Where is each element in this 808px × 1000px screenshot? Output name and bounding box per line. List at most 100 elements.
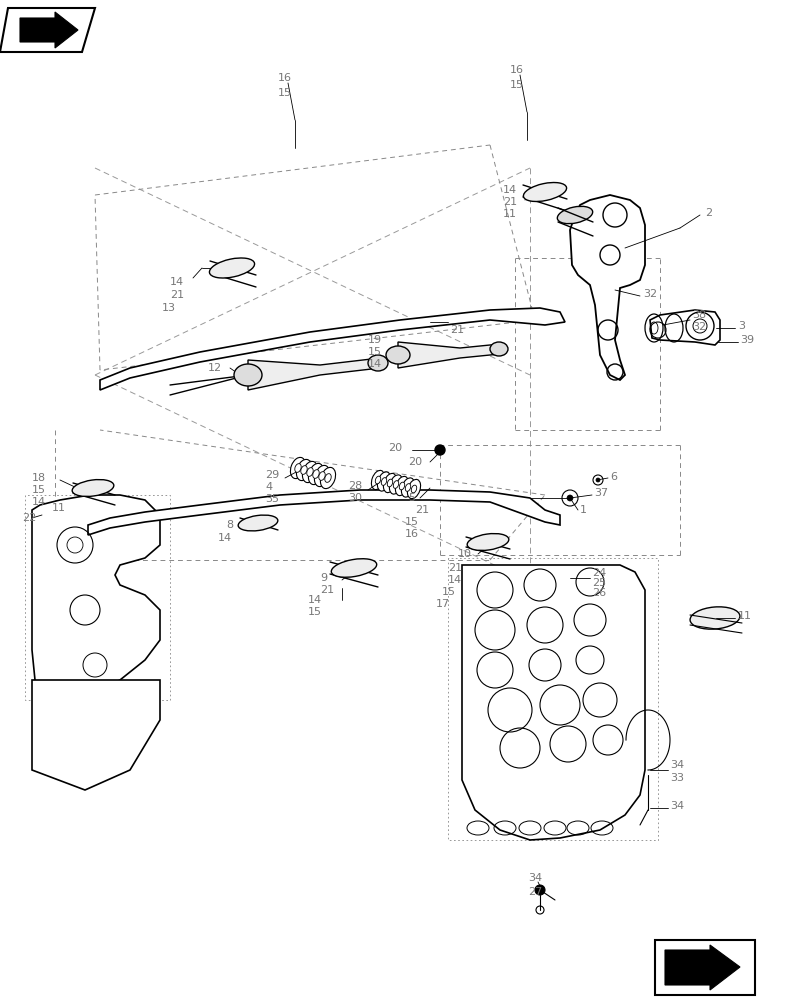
Text: 8: 8 bbox=[226, 520, 234, 530]
Circle shape bbox=[567, 495, 573, 501]
Ellipse shape bbox=[372, 470, 385, 490]
Ellipse shape bbox=[377, 472, 390, 491]
Ellipse shape bbox=[387, 479, 393, 487]
Polygon shape bbox=[0, 8, 95, 52]
Text: 21: 21 bbox=[503, 197, 517, 207]
Text: 21: 21 bbox=[320, 585, 335, 595]
Text: 6: 6 bbox=[610, 472, 617, 482]
Ellipse shape bbox=[209, 258, 255, 278]
Text: 11: 11 bbox=[738, 611, 752, 621]
Ellipse shape bbox=[558, 206, 593, 224]
Text: 14: 14 bbox=[32, 497, 46, 507]
Ellipse shape bbox=[301, 466, 307, 474]
Ellipse shape bbox=[389, 475, 402, 494]
Ellipse shape bbox=[411, 485, 417, 493]
Text: 14: 14 bbox=[448, 575, 462, 585]
Text: 3: 3 bbox=[738, 321, 745, 331]
Ellipse shape bbox=[297, 459, 312, 481]
Polygon shape bbox=[570, 195, 645, 380]
Ellipse shape bbox=[307, 468, 314, 476]
Polygon shape bbox=[32, 495, 160, 700]
Text: 19: 19 bbox=[368, 335, 382, 345]
Polygon shape bbox=[248, 358, 380, 390]
Text: 5: 5 bbox=[408, 493, 415, 503]
Text: 17: 17 bbox=[436, 599, 450, 609]
Text: 30: 30 bbox=[348, 493, 362, 503]
Circle shape bbox=[596, 478, 600, 482]
Text: 4: 4 bbox=[265, 482, 272, 492]
Text: 9: 9 bbox=[320, 573, 327, 583]
Polygon shape bbox=[462, 565, 645, 840]
Ellipse shape bbox=[524, 183, 566, 201]
Text: 24: 24 bbox=[592, 568, 606, 578]
Ellipse shape bbox=[375, 476, 381, 484]
Text: 18: 18 bbox=[32, 473, 46, 483]
Polygon shape bbox=[100, 308, 565, 390]
Text: 34: 34 bbox=[670, 760, 684, 770]
Polygon shape bbox=[650, 310, 720, 345]
Ellipse shape bbox=[406, 484, 410, 491]
Text: 10: 10 bbox=[458, 549, 472, 559]
Text: 25: 25 bbox=[592, 578, 606, 588]
Ellipse shape bbox=[234, 364, 262, 386]
Ellipse shape bbox=[384, 473, 397, 493]
Text: 39: 39 bbox=[740, 335, 754, 345]
Text: 21: 21 bbox=[450, 325, 464, 335]
Text: 14: 14 bbox=[218, 533, 232, 543]
Text: 38: 38 bbox=[692, 310, 706, 320]
Ellipse shape bbox=[302, 461, 318, 483]
Text: 21: 21 bbox=[415, 505, 429, 515]
Text: 16: 16 bbox=[510, 65, 524, 75]
Text: 15: 15 bbox=[510, 80, 524, 90]
Text: 15: 15 bbox=[278, 88, 292, 98]
Text: 2: 2 bbox=[705, 208, 712, 218]
Ellipse shape bbox=[319, 472, 325, 480]
Text: 13: 13 bbox=[162, 303, 176, 313]
Text: 20: 20 bbox=[408, 457, 422, 467]
Text: 26: 26 bbox=[592, 588, 606, 598]
Polygon shape bbox=[32, 680, 160, 790]
Text: 32: 32 bbox=[643, 289, 657, 299]
Ellipse shape bbox=[321, 467, 335, 489]
Text: 16: 16 bbox=[278, 73, 292, 83]
Text: 14: 14 bbox=[503, 185, 517, 195]
Text: 15: 15 bbox=[405, 517, 419, 527]
Ellipse shape bbox=[331, 559, 377, 577]
Text: 16: 16 bbox=[405, 529, 419, 539]
Ellipse shape bbox=[309, 463, 323, 485]
Text: 15: 15 bbox=[368, 347, 382, 357]
Ellipse shape bbox=[399, 482, 405, 490]
Text: 28: 28 bbox=[348, 481, 362, 491]
Ellipse shape bbox=[467, 534, 509, 550]
Circle shape bbox=[435, 445, 445, 455]
Ellipse shape bbox=[295, 464, 301, 472]
Polygon shape bbox=[20, 12, 78, 48]
Ellipse shape bbox=[381, 478, 387, 485]
Polygon shape bbox=[655, 940, 755, 995]
Text: 11: 11 bbox=[52, 503, 66, 513]
Polygon shape bbox=[665, 945, 740, 990]
Text: 20: 20 bbox=[388, 443, 402, 453]
Text: 15: 15 bbox=[442, 587, 456, 597]
Ellipse shape bbox=[490, 342, 508, 356]
Text: 21: 21 bbox=[170, 290, 184, 300]
Ellipse shape bbox=[393, 481, 398, 488]
Text: 1: 1 bbox=[580, 505, 587, 515]
Text: 29: 29 bbox=[265, 470, 280, 480]
Text: 21: 21 bbox=[448, 563, 462, 573]
Ellipse shape bbox=[325, 474, 331, 482]
Text: 34: 34 bbox=[670, 801, 684, 811]
Text: 12: 12 bbox=[208, 363, 222, 373]
Text: 14: 14 bbox=[170, 277, 184, 287]
Text: 34: 34 bbox=[528, 873, 542, 883]
Polygon shape bbox=[398, 342, 500, 368]
Text: 37: 37 bbox=[594, 488, 608, 498]
Text: 15: 15 bbox=[308, 607, 322, 617]
Circle shape bbox=[535, 885, 545, 895]
Text: 11: 11 bbox=[503, 209, 517, 219]
Text: 33: 33 bbox=[670, 773, 684, 783]
Ellipse shape bbox=[314, 465, 330, 487]
Text: 32: 32 bbox=[692, 322, 706, 332]
Ellipse shape bbox=[690, 607, 740, 629]
Text: 14: 14 bbox=[368, 359, 382, 369]
